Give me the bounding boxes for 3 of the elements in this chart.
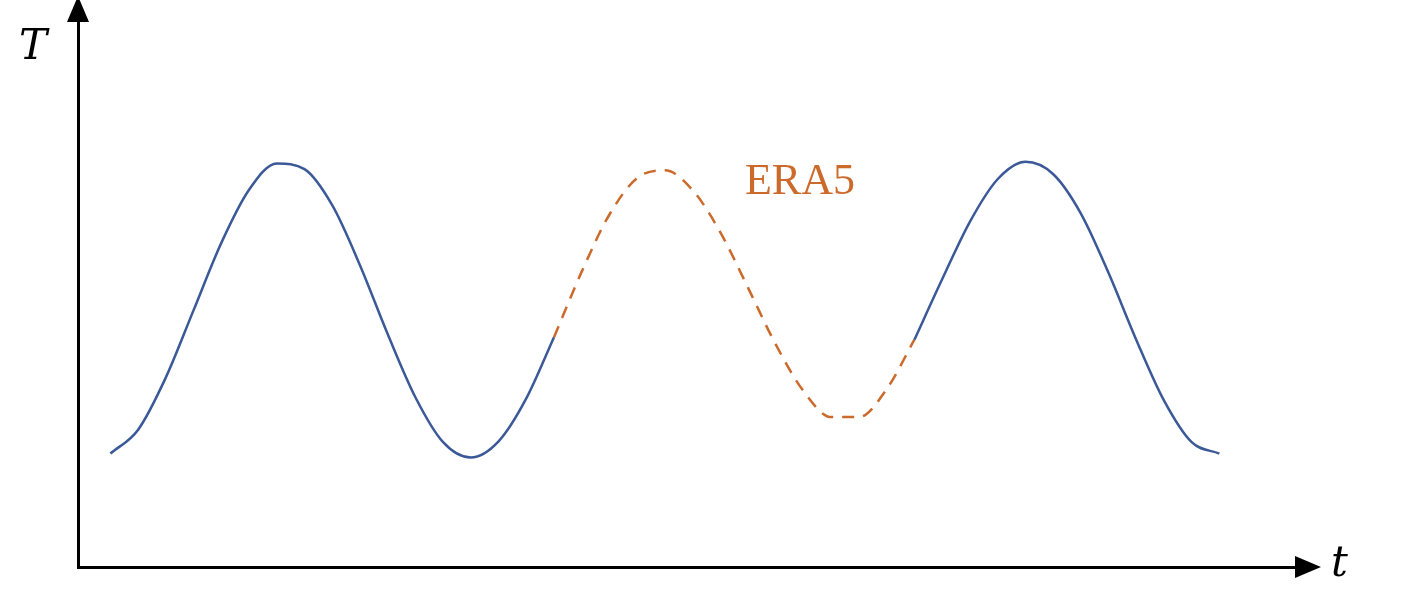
x-axis-title: t	[1331, 536, 1348, 586]
y-axis-title: T	[18, 19, 50, 69]
series-label: ERA5	[744, 154, 855, 204]
